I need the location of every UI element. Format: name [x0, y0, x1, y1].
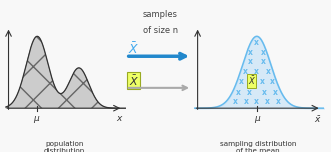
Text: x: x	[117, 114, 122, 123]
Text: x: x	[254, 97, 259, 106]
Text: $\bar{X}$: $\bar{X}$	[248, 75, 256, 87]
Text: x: x	[248, 57, 253, 66]
Text: x: x	[265, 97, 270, 106]
Text: x: x	[233, 97, 238, 106]
Text: μ: μ	[254, 114, 260, 123]
Text: μ: μ	[33, 114, 39, 123]
Text: of size n: of size n	[143, 26, 178, 35]
Text: x: x	[254, 67, 259, 76]
Text: x: x	[236, 88, 241, 97]
Text: $\bar{X}$: $\bar{X}$	[248, 75, 256, 87]
Text: population
distribution: population distribution	[44, 141, 85, 152]
Text: x: x	[247, 88, 251, 97]
Text: x: x	[239, 76, 244, 86]
Text: x: x	[248, 48, 253, 57]
Text: x: x	[244, 97, 249, 106]
Text: x: x	[273, 88, 277, 97]
Text: $\bar{X}$: $\bar{X}$	[128, 73, 139, 88]
Text: x: x	[266, 67, 271, 76]
Text: $\bar{X}$: $\bar{X}$	[128, 41, 139, 57]
Text: samples: samples	[143, 10, 178, 19]
Text: x: x	[260, 57, 265, 66]
Text: x: x	[254, 38, 259, 47]
Text: sampling distribution
of the mean: sampling distribution of the mean	[220, 141, 296, 152]
Text: x: x	[260, 48, 265, 57]
Text: x: x	[270, 76, 275, 86]
Text: x: x	[243, 67, 247, 76]
Text: $\bar{x}$: $\bar{x}$	[313, 114, 321, 125]
Text: x: x	[260, 76, 264, 86]
Text: x: x	[262, 88, 267, 97]
Text: x: x	[275, 97, 280, 106]
